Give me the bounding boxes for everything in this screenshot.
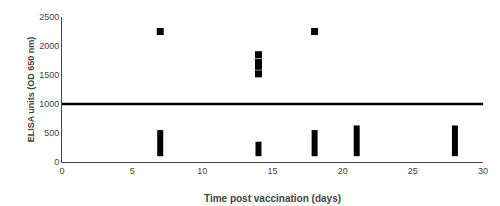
- svg-text:0: 0: [54, 157, 59, 167]
- svg-text:Time post vaccination (days): Time post vaccination (days): [204, 193, 341, 204]
- svg-text:25: 25: [408, 166, 418, 176]
- svg-text:ELISA units (OD 650 nm): ELISA units (OD 650 nm): [26, 37, 36, 143]
- svg-text:5: 5: [130, 166, 135, 176]
- svg-text:10: 10: [197, 166, 207, 176]
- svg-text:1000: 1000: [39, 99, 59, 109]
- svg-text:500: 500: [44, 128, 59, 138]
- svg-text:0: 0: [59, 166, 64, 176]
- svg-text:30: 30: [478, 166, 488, 176]
- svg-text:20: 20: [338, 166, 348, 176]
- svg-text:1500: 1500: [39, 70, 59, 80]
- svg-text:2500: 2500: [39, 12, 59, 22]
- svg-text:15: 15: [267, 166, 277, 176]
- svg-text:2000: 2000: [39, 41, 59, 51]
